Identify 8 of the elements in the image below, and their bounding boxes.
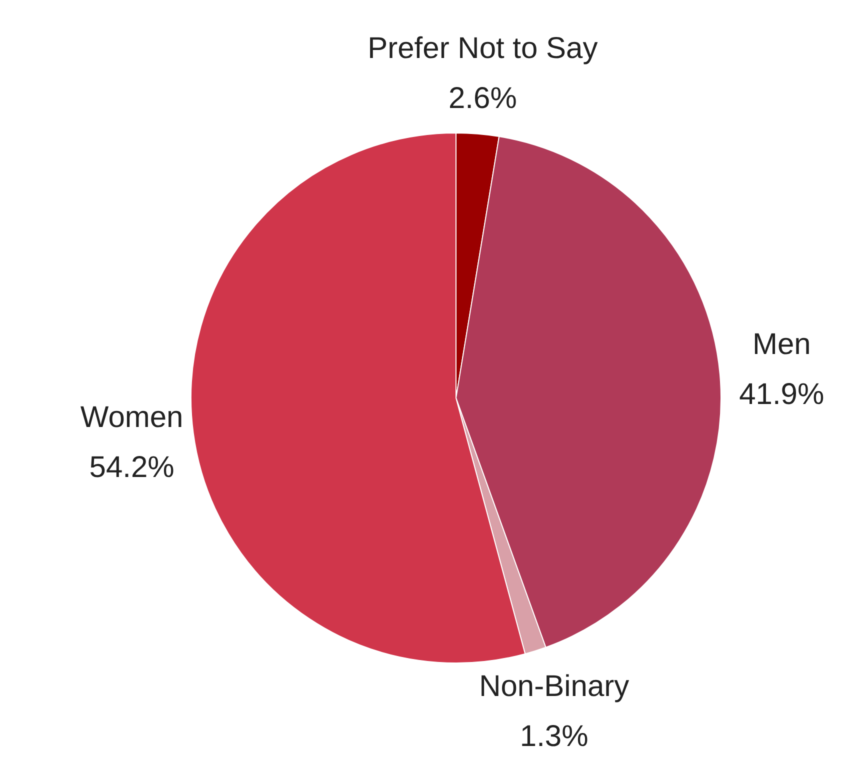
slice-label: Men <box>752 328 811 362</box>
data-label: 1.3% <box>520 720 588 753</box>
slice-label: Prefer Not to Say <box>368 32 598 66</box>
slice-label: Non-Binary <box>479 670 630 703</box>
data-label: 41.9% <box>739 378 824 412</box>
data-label: 54.2% <box>89 451 174 484</box>
data-label: 2.6% <box>448 82 517 116</box>
slice-label: Women <box>80 401 184 434</box>
